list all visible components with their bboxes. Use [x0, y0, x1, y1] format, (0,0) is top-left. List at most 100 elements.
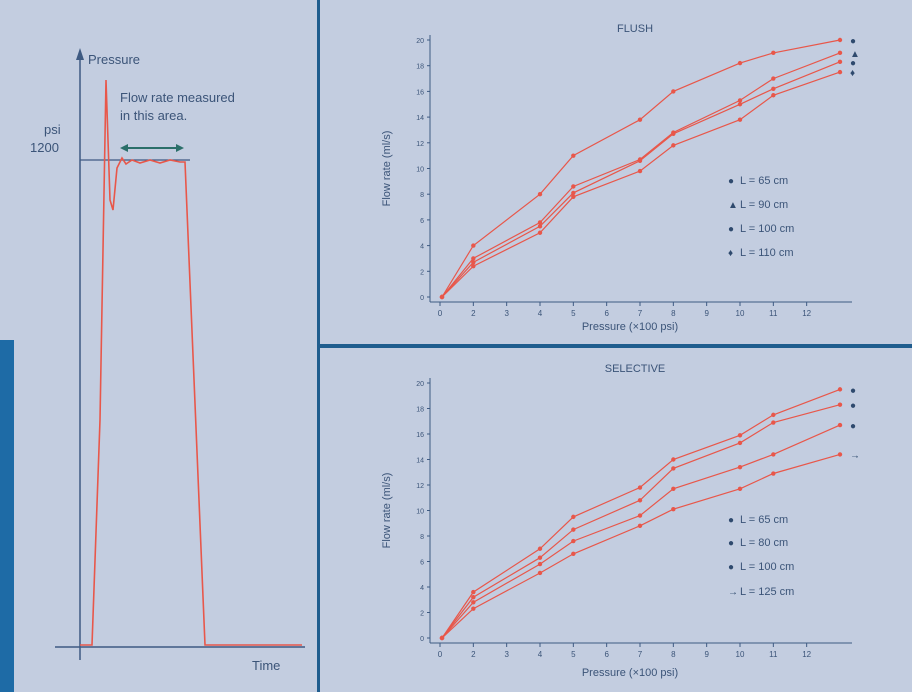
- data-point: [537, 230, 543, 235]
- data-point: [571, 514, 576, 520]
- x-axis-label: Pressure (×100 psi): [582, 321, 678, 333]
- data-point: [439, 635, 445, 641]
- x-tick-label: 3: [504, 309, 509, 318]
- series-end-marker: ●: [850, 401, 856, 412]
- y-tick-label: 4: [420, 585, 424, 592]
- y-tick-label: 16: [416, 89, 424, 96]
- y-tick-label: 0: [420, 636, 424, 643]
- data-point: [537, 220, 543, 225]
- data-point: [537, 546, 543, 551]
- legend-marker: ▲: [728, 200, 738, 211]
- x-tick-label: 10: [736, 650, 745, 659]
- y-tick-label: 2: [420, 269, 424, 276]
- x-tick-label: 8: [671, 650, 676, 659]
- x-tick-label: 10: [736, 309, 745, 318]
- legend-label: L = 65 cm: [740, 175, 788, 187]
- data-point: [471, 260, 476, 265]
- y-tick-label: 8: [420, 192, 424, 199]
- data-point: [837, 37, 843, 43]
- data-point: [571, 153, 576, 158]
- pressure-trace: [80, 79, 302, 646]
- x-tick-label: 9: [704, 309, 709, 318]
- data-point: [471, 606, 476, 611]
- data-point: [671, 457, 676, 462]
- data-point: [837, 387, 843, 392]
- legend-label: L = 100 cm: [740, 561, 794, 573]
- data-point: [537, 561, 543, 567]
- x-tick-label: 0: [438, 309, 443, 318]
- data-point: [837, 69, 843, 75]
- series-end-marker: ●: [850, 385, 856, 396]
- data-point: [537, 555, 543, 560]
- legend-marker: ●: [728, 562, 734, 573]
- series-end-marker: ▲: [850, 49, 860, 60]
- x-tick-label: 6: [604, 309, 609, 318]
- data-point: [737, 60, 743, 66]
- data-point: [771, 93, 776, 98]
- data-point: [571, 194, 576, 199]
- data-point: [671, 486, 676, 492]
- legend-marker: ●: [728, 224, 734, 235]
- y-tick-label: 14: [416, 458, 424, 465]
- left-y-axis: [76, 48, 84, 660]
- left-edge-bar: [0, 340, 14, 692]
- x-tick-label: 5: [571, 309, 576, 318]
- y-tick-label: 2: [420, 611, 424, 618]
- data-point: [471, 243, 476, 248]
- y-tick-label: 0: [420, 295, 424, 302]
- series-end-marker: ●: [850, 421, 856, 432]
- data-point: [771, 412, 776, 418]
- legend-marker: ●: [728, 515, 734, 526]
- data-point: [771, 420, 776, 425]
- legend-marker: →: [728, 587, 738, 598]
- y-tick-label: 6: [420, 218, 424, 225]
- data-point: [771, 76, 776, 81]
- y-tick-label: 8: [420, 534, 424, 541]
- legend-label: L = 110 cm: [740, 247, 794, 259]
- pressure-time-chart: Pressure Flow rate measured in this area…: [30, 48, 305, 673]
- data-point: [837, 452, 843, 457]
- left-panel: [0, 0, 318, 692]
- x-axis-label: Pressure (×100 psi): [582, 667, 678, 679]
- chart-title: FLUSH: [617, 23, 653, 35]
- x-tick-label: 2: [471, 309, 476, 318]
- data-point: [737, 433, 743, 438]
- data-point: [571, 551, 576, 557]
- y-tick-label: 10: [416, 167, 424, 174]
- data-point: [537, 224, 543, 229]
- flush-chart: 0 2 3 4 5 6 7 8 9 10 11 12 0 2 4 6 8 10 12 14 16 18 20 FLUSH Pre…: [381, 23, 860, 333]
- series-end-marker: ●: [850, 36, 856, 47]
- y-tick-label: 14: [416, 115, 424, 122]
- data-point: [671, 143, 676, 148]
- data-point: [771, 86, 776, 92]
- x-tick-label: 6: [604, 650, 609, 659]
- y-tick-label: 4: [420, 244, 424, 251]
- x-tick-label: 4: [538, 309, 543, 318]
- data-point: [737, 117, 743, 122]
- x-tick-label: 2: [471, 650, 476, 659]
- data-point: [837, 59, 843, 65]
- data-point: [737, 102, 743, 107]
- data-point: [471, 595, 476, 600]
- chart-title: SELECTIVE: [605, 363, 666, 375]
- selective-chart: 0 2 3 4 5 6 7 8 9 10 11 12 0 2 4 6 8 10 12 14 16 18 20 SELECTIV…: [381, 363, 860, 679]
- data-point: [571, 538, 576, 544]
- psi-label: psi: [44, 122, 61, 137]
- legend-marker: ●: [728, 538, 734, 549]
- data-point: [571, 190, 576, 196]
- x-tick-label: 8: [671, 309, 676, 318]
- data-point: [737, 98, 743, 103]
- y-axis-label: Flow rate (ml/s): [381, 131, 393, 207]
- data-point: [471, 600, 476, 605]
- legend-label: L = 90 cm: [740, 199, 788, 211]
- data-point: [771, 50, 776, 56]
- x-tick-label: 4: [538, 650, 543, 659]
- data-point: [471, 263, 476, 269]
- legend-marker: ♦: [728, 248, 733, 259]
- data-point: [637, 523, 643, 528]
- pressure-label: Pressure: [88, 52, 140, 67]
- series-end-marker: →: [850, 450, 860, 461]
- y-axis-label: Flow rate (ml/s): [381, 473, 393, 549]
- data-point: [737, 464, 743, 470]
- y-tick-label: 18: [416, 64, 424, 71]
